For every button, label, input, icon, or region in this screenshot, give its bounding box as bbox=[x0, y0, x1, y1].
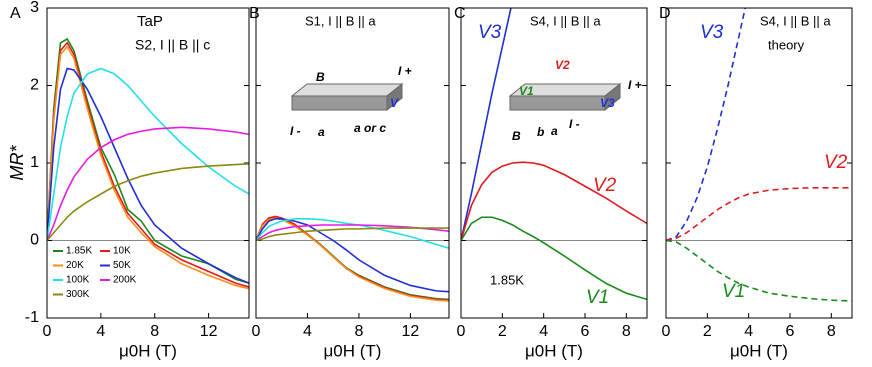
plot-area bbox=[47, 37, 249, 290]
inset-label: b bbox=[537, 125, 544, 139]
plot-area bbox=[666, 8, 852, 302]
annotation: 1.85K bbox=[490, 272, 524, 287]
annotation: S4, I || B || a bbox=[530, 13, 601, 28]
x-tick-label: 4 bbox=[303, 323, 312, 340]
inset-label: V2 bbox=[555, 58, 570, 72]
series-line bbox=[47, 37, 249, 284]
inset-label: a bbox=[318, 125, 325, 139]
inset-label: a bbox=[551, 124, 558, 138]
x-tick-label: 2 bbox=[498, 323, 507, 340]
panel-label: A bbox=[10, 5, 21, 22]
x-tick-label: 8 bbox=[622, 323, 631, 340]
x-tick-label: 8 bbox=[354, 323, 363, 340]
inset-label: B bbox=[316, 70, 325, 84]
series-line bbox=[256, 217, 449, 302]
series-line bbox=[256, 218, 449, 293]
series-line bbox=[256, 227, 449, 242]
y-axis-label: MR* bbox=[7, 145, 27, 181]
inset-label: I - bbox=[290, 124, 301, 138]
x-tick-label: 6 bbox=[786, 323, 795, 340]
x-axis-label: μ0H (T) bbox=[525, 341, 583, 360]
series-label: V1 bbox=[722, 281, 745, 302]
inset-label: V bbox=[390, 96, 399, 110]
x-tick-label: 0 bbox=[43, 323, 52, 340]
legend-label: 100K bbox=[66, 275, 90, 286]
series-line bbox=[47, 126, 249, 241]
inset-label: V3 bbox=[600, 96, 615, 110]
y-tick-label: 0 bbox=[30, 232, 39, 249]
inset-label: a or c bbox=[354, 121, 386, 135]
frame bbox=[46, 7, 250, 319]
y-tick-label: 3 bbox=[30, 0, 39, 16]
x-tick-label: 6 bbox=[581, 323, 590, 340]
series-line bbox=[256, 218, 449, 250]
inset-block-front bbox=[291, 95, 388, 111]
series-label: V1 bbox=[586, 287, 609, 308]
panel-label: C bbox=[454, 5, 466, 22]
frame bbox=[665, 7, 853, 319]
inset-label: I + bbox=[628, 78, 642, 92]
y-tick-label: 2 bbox=[30, 77, 39, 94]
frame bbox=[255, 7, 450, 319]
inset-label: B bbox=[512, 129, 521, 143]
legend-label: 50K bbox=[113, 260, 131, 271]
panel-label: D bbox=[659, 5, 671, 22]
series-line bbox=[47, 162, 249, 242]
series-label: V2 bbox=[593, 175, 617, 196]
inset-block-side bbox=[604, 82, 621, 112]
frame bbox=[460, 7, 648, 319]
x-tick-label: 2 bbox=[703, 323, 712, 340]
x-tick-label: 12 bbox=[200, 323, 218, 340]
x-tick-label: 8 bbox=[827, 323, 836, 340]
x-tick-label: 0 bbox=[252, 323, 261, 340]
series-label: V3 bbox=[478, 22, 502, 43]
series-line bbox=[461, 216, 647, 301]
series-line bbox=[666, 239, 852, 302]
x-tick-label: 0 bbox=[662, 323, 671, 340]
series-line bbox=[47, 67, 249, 241]
legend-label: 300K bbox=[66, 289, 90, 300]
inset-label: I + bbox=[398, 64, 412, 78]
series-label: V3 bbox=[700, 22, 724, 43]
legend-label: 1.85K bbox=[66, 246, 92, 257]
series-line bbox=[461, 8, 512, 241]
inset-label: V1 bbox=[519, 84, 534, 98]
y-tick-label: -1 bbox=[25, 309, 39, 326]
series-line bbox=[256, 224, 449, 242]
x-axis-label: μ0H (T) bbox=[730, 341, 788, 360]
inset-block-top bbox=[290, 83, 404, 97]
y-tick-label: 1 bbox=[30, 154, 39, 171]
annotation: S4, I || B || a bbox=[760, 13, 831, 28]
series-label: V2 bbox=[824, 152, 848, 173]
panel-label: B bbox=[249, 5, 260, 22]
plot-area bbox=[461, 8, 647, 301]
legend-label: 20K bbox=[66, 260, 84, 271]
annotation: theory bbox=[768, 37, 805, 52]
legend-label: 10K bbox=[113, 246, 131, 257]
annotation: TaP bbox=[137, 13, 163, 30]
x-tick-label: 8 bbox=[150, 323, 159, 340]
series-line bbox=[461, 161, 647, 241]
series-line bbox=[666, 8, 747, 242]
series-line bbox=[47, 67, 249, 284]
series-line bbox=[47, 45, 249, 290]
x-axis-label: μ0H (T) bbox=[324, 341, 382, 360]
x-tick-label: 4 bbox=[96, 323, 105, 340]
x-tick-label: 4 bbox=[539, 323, 548, 340]
plot-area bbox=[256, 215, 449, 302]
inset-block-side bbox=[386, 82, 403, 112]
x-axis-label: μ0H (T) bbox=[119, 341, 177, 360]
annotation: S2, I || B || c bbox=[135, 37, 210, 53]
x-tick-label: 4 bbox=[744, 323, 753, 340]
series-line bbox=[666, 187, 852, 242]
x-tick-label: 12 bbox=[402, 323, 420, 340]
inset-label: I - bbox=[569, 117, 580, 131]
annotation: S1, I || B || a bbox=[305, 13, 376, 28]
legend-label: 200K bbox=[113, 275, 137, 286]
x-tick-label: 0 bbox=[457, 323, 466, 340]
